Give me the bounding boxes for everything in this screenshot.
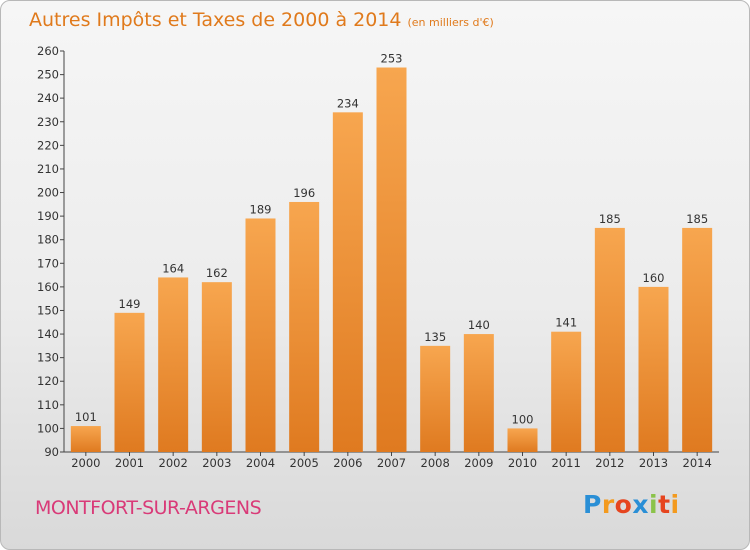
logo-letter: x — [632, 490, 649, 519]
logo-letter: r — [601, 490, 615, 519]
logo-letter: i — [670, 490, 680, 519]
y-tick-label: 160 — [37, 280, 59, 294]
logo-letter: o — [614, 490, 633, 519]
bar — [594, 227, 625, 452]
x-tick-label: 2006 — [333, 456, 362, 470]
x-tick-label: 2005 — [290, 456, 319, 470]
bar — [463, 334, 494, 452]
y-tick-label: 120 — [37, 374, 59, 388]
x-tick-label: 2012 — [595, 456, 624, 470]
bars — [70, 67, 713, 453]
x-tick-label: 2002 — [159, 456, 188, 470]
y-tick-label: 110 — [37, 398, 59, 412]
data-label: 135 — [424, 330, 446, 344]
x-tick-label: 2008 — [421, 456, 450, 470]
chart-title: Autres Impôts et Taxes de 2000 à 2014 (en… — [29, 9, 494, 31]
y-tick-label: 250 — [37, 68, 59, 82]
proxiti-logo[interactable]: Proxiti — [583, 490, 680, 519]
bar — [332, 112, 363, 453]
y-tick-label: 180 — [37, 233, 59, 247]
chart-title-text: Autres Impôts et Taxes de 2000 à 2014 — [29, 9, 402, 31]
data-label: 234 — [337, 96, 359, 110]
y-tick-label: 190 — [37, 209, 59, 223]
x-tick-label: 2009 — [464, 456, 493, 470]
x-tick-label: 2000 — [71, 456, 100, 470]
data-label: 140 — [468, 318, 490, 332]
y-tick-label: 260 — [37, 44, 59, 58]
y-tick-label: 150 — [37, 303, 59, 317]
x-tick-label: 2010 — [508, 456, 537, 470]
bar — [376, 67, 407, 452]
data-label: 185 — [686, 212, 708, 226]
bar — [158, 277, 189, 452]
y-tick-label: 130 — [37, 351, 59, 365]
commune-name: MONTFORT-SUR-ARGENS — [35, 497, 262, 519]
y-tick-label: 170 — [37, 256, 59, 270]
y-tick-label: 240 — [37, 91, 59, 105]
y-tick-label: 140 — [37, 327, 59, 341]
data-label: 141 — [555, 316, 577, 330]
bar — [201, 282, 232, 452]
data-labels: 101 149 164 162 189 196 234 253 135 140 100 141 185 1… — [75, 52, 708, 427]
data-label: 196 — [293, 186, 315, 200]
data-label: 162 — [206, 266, 228, 280]
data-label: 164 — [162, 261, 184, 275]
logo-letter: i — [649, 490, 659, 519]
y-tick-label: 100 — [37, 421, 59, 435]
bar — [245, 218, 276, 452]
bar — [420, 345, 451, 452]
chart-subtitle: (en milliers d'€) — [407, 16, 494, 29]
bar — [70, 426, 101, 452]
y-tick-label: 200 — [37, 186, 59, 200]
y-tick-label: 210 — [37, 162, 59, 176]
data-label: 100 — [512, 412, 534, 426]
x-tick-label: 2013 — [639, 456, 668, 470]
logo-letter: P — [583, 490, 602, 519]
data-label: 189 — [250, 202, 272, 216]
bar — [289, 201, 320, 452]
bar — [638, 286, 669, 452]
logo-letter: t — [658, 490, 671, 519]
bar — [507, 428, 538, 452]
x-tick-label: 2011 — [552, 456, 581, 470]
data-label: 253 — [381, 52, 403, 66]
y-tick-label: 90 — [44, 445, 59, 459]
x-tick-label: 2001 — [115, 456, 144, 470]
x-tick-label: 2014 — [683, 456, 712, 470]
bar — [682, 227, 713, 452]
y-tick-label: 230 — [37, 115, 59, 129]
data-label: 160 — [643, 271, 665, 285]
bar — [551, 331, 582, 452]
bar — [114, 312, 145, 452]
x-tick-label: 2003 — [202, 456, 231, 470]
data-label: 149 — [119, 297, 141, 311]
y-tick-label: 220 — [37, 138, 59, 152]
x-tick-label: 2007 — [377, 456, 406, 470]
data-label: 101 — [75, 410, 97, 424]
x-tick-label: 2004 — [246, 456, 275, 470]
data-label: 185 — [599, 212, 621, 226]
